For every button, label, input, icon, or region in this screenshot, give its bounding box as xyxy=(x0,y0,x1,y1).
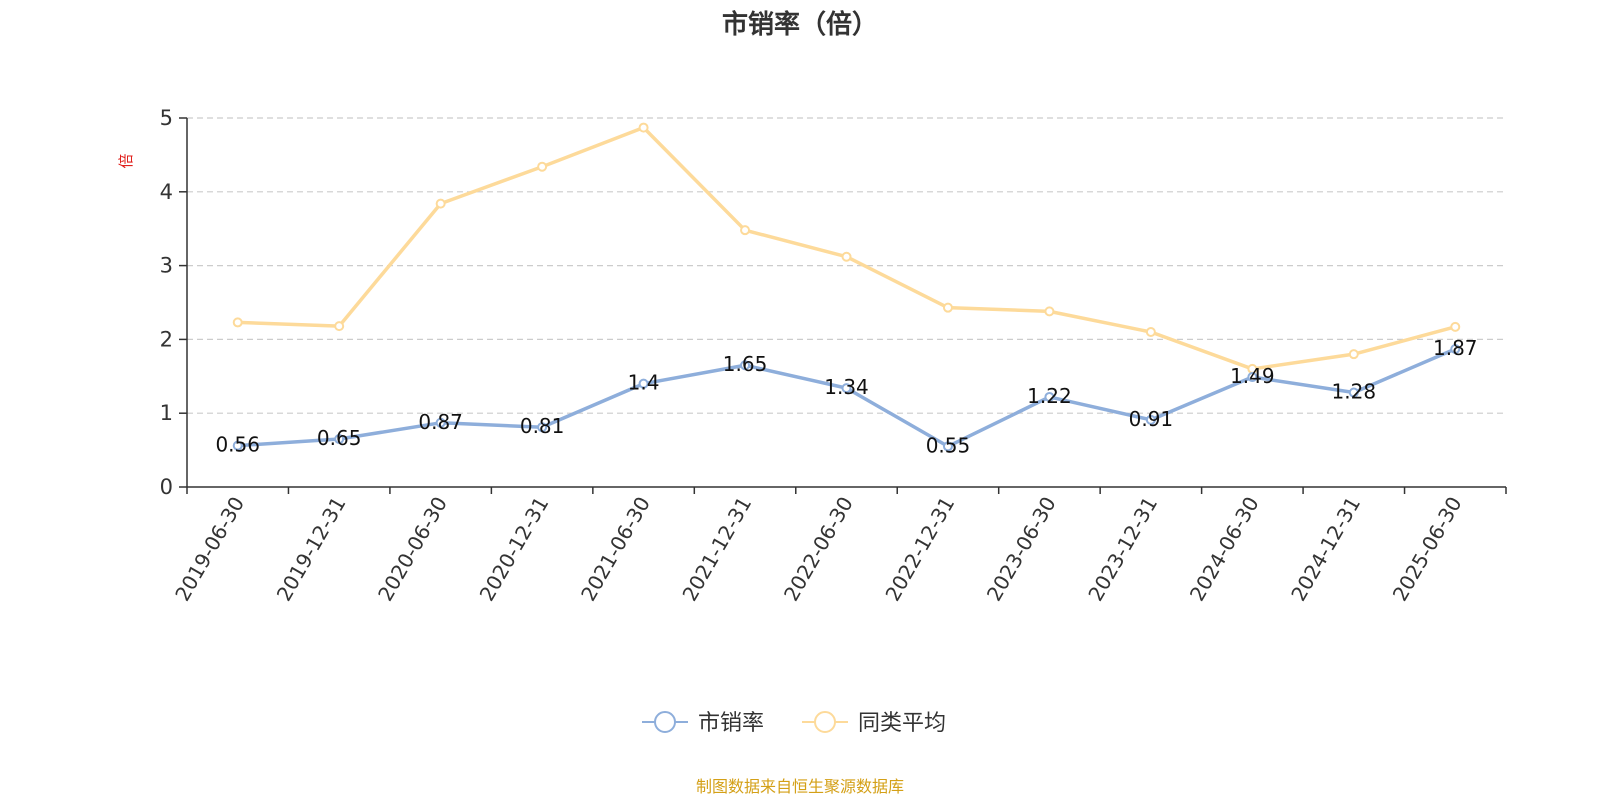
data-point[interactable] xyxy=(435,198,446,209)
data-point[interactable] xyxy=(1145,414,1156,425)
y-tick-label: 4 xyxy=(160,180,173,204)
data-point[interactable] xyxy=(1348,349,1359,360)
axes: 0 1 2 3 4 5 2019-06-30 2019-12-31 2020-06-30 2020… xyxy=(160,106,1507,606)
data-point[interactable] xyxy=(232,317,243,328)
legend-label: 市销率 xyxy=(698,711,764,736)
data-point[interactable] xyxy=(1044,391,1055,402)
legend-item[interactable]: 同类平均 xyxy=(802,711,946,736)
x-tick-label: 2021-06-30 xyxy=(576,493,655,606)
data-label: 0.87 xyxy=(418,410,463,434)
data-point[interactable] xyxy=(841,383,852,394)
legend[interactable]: 市销率 同类平均 xyxy=(642,711,946,736)
data-labels: 0.56 0.65 0.87 0.81 1.4 1.65 1.34 0.55 1.22 0.91 1… xyxy=(215,336,1477,457)
x-tick-label: 2020-06-30 xyxy=(373,492,452,605)
grid-lines xyxy=(187,117,1506,414)
data-label: 1.22 xyxy=(1027,384,1072,408)
data-label: 0.55 xyxy=(926,433,971,457)
data-point[interactable] xyxy=(1247,372,1258,383)
data-label: 1.87 xyxy=(1433,336,1478,360)
y-tick-label: 5 xyxy=(160,106,173,130)
series-lines xyxy=(232,122,1461,452)
data-label: 1.34 xyxy=(824,375,869,399)
x-tick-label: 2025-06-30 xyxy=(1388,493,1467,606)
data-point[interactable] xyxy=(537,161,548,172)
data-label: 0.56 xyxy=(215,433,260,457)
data-point[interactable] xyxy=(638,122,649,133)
y-axis-label: 倍 xyxy=(117,153,135,168)
data-point[interactable] xyxy=(334,434,345,445)
data-label: 0.81 xyxy=(520,414,565,438)
x-tick-label: 2020-12-31 xyxy=(475,493,554,606)
x-tick-label: 2019-12-31 xyxy=(272,493,351,606)
chart-title: 市销率（倍） xyxy=(722,9,878,40)
y-tick-label: 2 xyxy=(160,327,173,351)
data-point[interactable] xyxy=(232,440,243,451)
data-point[interactable] xyxy=(740,360,751,371)
legend-label: 同类平均 xyxy=(858,711,946,736)
data-label: 0.91 xyxy=(1129,407,1174,431)
data-point[interactable] xyxy=(841,251,852,262)
data-point[interactable] xyxy=(638,378,649,389)
legend-marker xyxy=(654,711,676,733)
x-tick-label: 2024-12-31 xyxy=(1286,493,1365,606)
y-tick-label: 0 xyxy=(160,475,173,499)
source-note: 制图数据来自恒生聚源数据库 xyxy=(696,777,904,796)
data-point[interactable] xyxy=(1044,306,1055,317)
legend-item[interactable]: 市销率 xyxy=(642,711,764,736)
data-point[interactable] xyxy=(942,441,953,452)
series-line xyxy=(235,125,1458,371)
data-point[interactable] xyxy=(740,225,751,236)
data-point[interactable] xyxy=(1145,327,1156,338)
data-label: 0.65 xyxy=(317,426,362,450)
data-point[interactable] xyxy=(1450,343,1461,354)
data-label: 1.4 xyxy=(628,371,660,395)
x-tick-label: 2021-12-31 xyxy=(677,493,756,606)
data-point[interactable] xyxy=(1450,321,1461,332)
legend-marker xyxy=(814,711,836,733)
x-tick-label: 2024-06-30 xyxy=(1185,493,1264,606)
data-point[interactable] xyxy=(334,321,345,332)
x-tick-label: 2022-12-31 xyxy=(880,493,959,606)
y-tick-label: 3 xyxy=(160,254,173,278)
data-point[interactable] xyxy=(435,417,446,428)
x-tick-label: 2023-06-30 xyxy=(982,493,1061,606)
data-label: 1.28 xyxy=(1332,380,1377,404)
data-label: 1.65 xyxy=(723,352,768,376)
data-label: 1.49 xyxy=(1230,364,1275,388)
x-tick-label: 2023-12-31 xyxy=(1083,493,1162,606)
y-tick-label: 1 xyxy=(160,401,173,425)
data-point[interactable] xyxy=(537,422,548,433)
x-tick-label: 2019-06-30 xyxy=(170,493,249,606)
data-point[interactable] xyxy=(942,302,953,313)
x-tick-label: 2022-06-30 xyxy=(779,493,858,606)
data-point[interactable] xyxy=(1348,387,1359,398)
